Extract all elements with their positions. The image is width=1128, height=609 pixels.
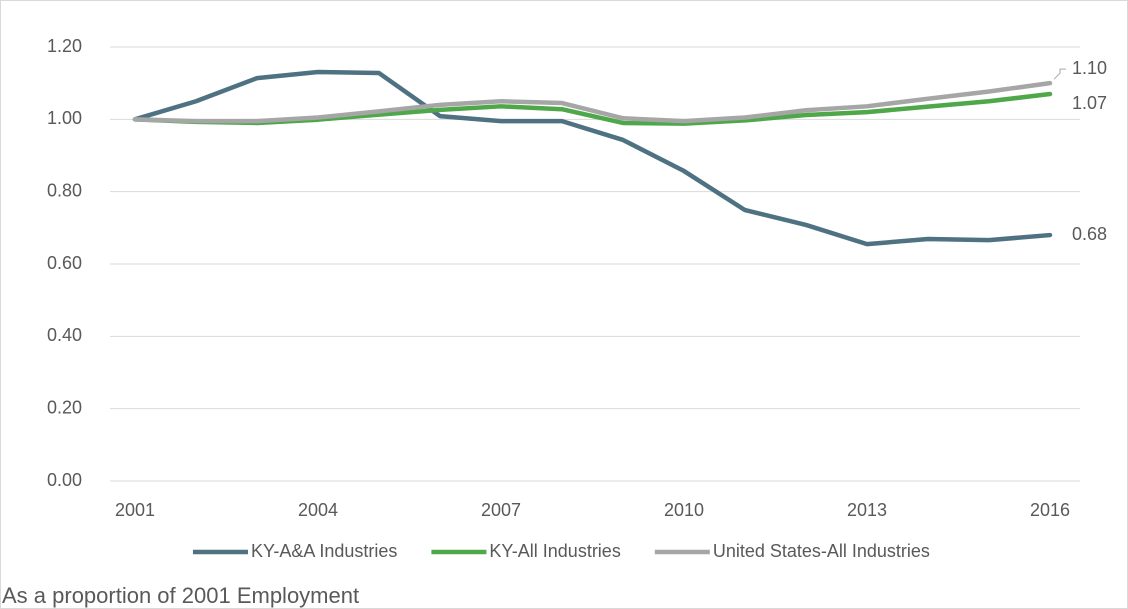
series-line bbox=[132, 80, 1053, 124]
data-label: 1.10 bbox=[1072, 58, 1107, 78]
x-tick-label: 2016 bbox=[1030, 500, 1070, 520]
legend-label: United States-All Industries bbox=[713, 541, 930, 561]
y-tick-label: 0.40 bbox=[47, 325, 82, 345]
data-label: 0.68 bbox=[1072, 224, 1107, 244]
label-leader bbox=[1053, 68, 1066, 80]
y-tick-label: 1.00 bbox=[47, 108, 82, 128]
y-tick-label: 0.60 bbox=[47, 253, 82, 273]
x-tick-label: 2004 bbox=[298, 500, 338, 520]
y-tick-label: 0.20 bbox=[47, 397, 82, 417]
x-tick-label: 2007 bbox=[481, 500, 521, 520]
y-tick-label: 0.80 bbox=[47, 180, 82, 200]
y-tick-label: 1.20 bbox=[47, 36, 82, 56]
series-line bbox=[132, 69, 1053, 247]
x-tick-label: 2001 bbox=[115, 500, 155, 520]
y-tick-label: 0.00 bbox=[47, 470, 82, 490]
annotation: As a proportion of 2001 Employment bbox=[2, 583, 359, 608]
x-tick-label: 2013 bbox=[847, 500, 887, 520]
legend-label: KY-A&A Industries bbox=[251, 541, 397, 561]
data-label: 1.07 bbox=[1072, 93, 1107, 113]
x-tick-label: 2010 bbox=[664, 500, 704, 520]
legend-label: KY-All Industries bbox=[489, 541, 620, 561]
